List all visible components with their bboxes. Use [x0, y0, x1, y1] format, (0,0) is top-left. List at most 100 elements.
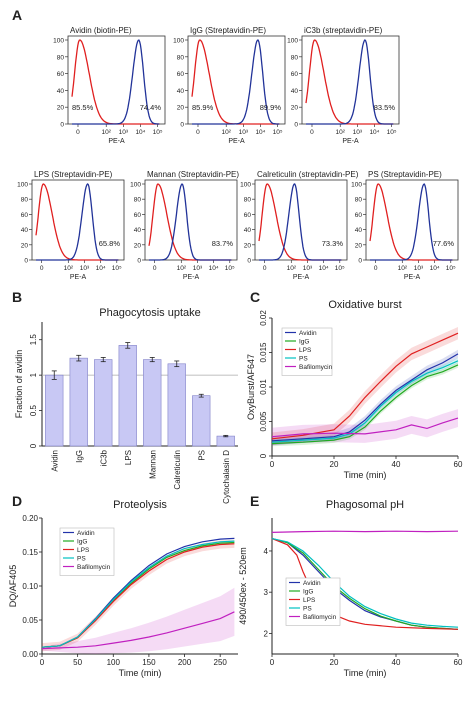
panel-label-d: D	[12, 493, 22, 509]
panel-label-a: A	[12, 7, 22, 23]
legend-entry-ps: PS	[303, 606, 312, 613]
x-tick-label: 40	[392, 658, 401, 667]
panel-d: Proteolysis 0 50 100 150 200 250 0.00 0.05 0.10 0.…	[8, 499, 238, 678]
stained-histogram	[192, 39, 280, 125]
legend-frame	[281, 327, 333, 376]
series-line-ps	[41, 540, 235, 648]
category-label: LPS	[124, 450, 133, 465]
y-axis-label: 490/450ex - 520em	[238, 547, 248, 625]
y-tick-label: 0	[24, 258, 28, 265]
x-axis-label: Time (min)	[344, 470, 387, 480]
error-band-bafilomycin	[42, 587, 235, 654]
chart-title: Phagocytosis uptake	[99, 307, 201, 319]
series-line-avidin	[271, 353, 459, 442]
category-label: IgG	[75, 450, 84, 463]
control-histogram	[148, 183, 232, 261]
y-tick-label: 0	[259, 453, 268, 458]
y-tick-label: 0	[60, 122, 64, 129]
y-tick-label: 0	[294, 122, 298, 129]
y-tick-label: 40	[57, 88, 65, 95]
legend-entry-lps: LPS	[77, 547, 90, 554]
bar-ps	[192, 395, 211, 447]
histogram-title: Calreticulin (streptavidin-PE)	[257, 170, 359, 179]
x-tick-label: 60	[454, 658, 463, 667]
y-tick-label: 20	[57, 105, 65, 112]
x-axis-label: PE-A	[293, 274, 310, 281]
gate-right-percent: 73.3%	[322, 239, 344, 248]
y-tick-label: 100	[17, 182, 28, 189]
y-tick-label: 100	[130, 182, 141, 189]
flow-histogram-7: PS (Streptavidin-PE) 0 20 40 60 80 100 0 10² 10³ 1…	[351, 170, 459, 281]
x-tick-label: 10³	[119, 129, 129, 136]
legend-entry-igg: IgG	[303, 589, 313, 596]
y-tick-label: 4	[264, 547, 269, 556]
stained-histogram	[72, 39, 160, 125]
x-tick-label: 10⁵	[225, 265, 235, 272]
y-tick-label: 40	[244, 227, 252, 234]
y-tick-label: 40	[21, 227, 29, 234]
flow-histogram-2: IgG (Streptavidin-PE) 0 20 40 60 80 100 0 10² 10³…	[173, 26, 286, 145]
x-tick-label: 0	[153, 265, 157, 272]
panel-e: Phagosomal pH 0 20 40 60 2 3 4 Time (min) 490/450…	[238, 499, 463, 678]
gate-left-percent: 85.5%	[72, 103, 94, 112]
x-tick-label: 10⁵	[335, 265, 345, 272]
panel-c: Oxidative burst 0 20 40 60 0 0.005 0.01 0.015 0.0…	[246, 299, 463, 480]
stained-histogram	[36, 183, 119, 261]
legend-entry-igg: IgG	[299, 339, 309, 346]
y-tick-label: 0	[180, 122, 184, 129]
y-tick-label: 100	[53, 38, 64, 45]
legend-entry-lps: LPS	[299, 347, 312, 354]
y-tick-label: 0.15	[22, 548, 38, 557]
x-tick-label: 10⁵	[387, 129, 397, 136]
y-tick-label: 20	[134, 242, 142, 249]
x-tick-label: 10³	[414, 265, 424, 272]
series-line-ps	[271, 538, 459, 628]
gate-right-percent: 65.8%	[99, 239, 121, 248]
x-tick-label: 10³	[353, 129, 363, 136]
bar-igg	[69, 357, 88, 447]
y-tick-label: 60	[355, 212, 363, 219]
x-tick-label: 10⁴	[319, 265, 329, 272]
category-label: Cytochalasin D	[222, 450, 231, 504]
gate-right-percent: 83.5%	[374, 103, 396, 112]
legend-entry-bafilomycin: Bafilomycin	[303, 614, 337, 621]
x-axis-label: PE-A	[183, 274, 200, 281]
gate-left-percent: 85.9%	[192, 103, 214, 112]
category-label: Calreticulin	[173, 450, 182, 490]
category-label: iC3b	[99, 449, 108, 466]
x-tick-label: 10⁵	[112, 265, 122, 272]
series-line-igg	[271, 364, 459, 445]
bar-cytochalasin-d	[216, 435, 235, 447]
x-tick-label: 10³	[239, 129, 249, 136]
flow-histogram-4: LPS (Streptavidin-PE) 0 20 40 60 80 100 0 10² 10³…	[17, 170, 125, 281]
y-tick-label: 0.10	[22, 582, 38, 591]
y-tick-label: 0	[29, 443, 38, 448]
x-tick-label: 100	[107, 658, 121, 667]
x-tick-label: 10²	[222, 129, 232, 136]
y-tick-label: 0.5	[29, 404, 38, 416]
x-axis-label: PE-A	[404, 274, 421, 281]
x-tick-label: 10³	[80, 265, 90, 272]
y-tick-label: 60	[291, 71, 299, 78]
x-axis-label: PE-A	[228, 138, 245, 145]
x-tick-label: 0	[40, 265, 44, 272]
x-tick-label: 40	[392, 460, 401, 469]
x-tick-label: 10²	[336, 129, 346, 136]
chart-title: Proteolysis	[113, 499, 167, 511]
chart-title: Oxidative burst	[328, 299, 401, 311]
y-tick-label: 20	[244, 242, 252, 249]
category-label: Mannan	[148, 450, 157, 479]
x-tick-label: 10³	[303, 265, 313, 272]
category-label: PS	[197, 450, 206, 461]
x-tick-label: 10²	[287, 265, 297, 272]
y-tick-label: 0.015	[259, 342, 268, 363]
panel-label-c: C	[250, 289, 260, 305]
x-tick-label: 10⁵	[273, 129, 283, 136]
stained-histogram	[259, 183, 342, 261]
x-axis-label: Time (min)	[119, 668, 162, 678]
y-tick-label: 60	[244, 212, 252, 219]
y-tick-label: 60	[57, 71, 65, 78]
y-axis-label: DQ/AF405	[8, 565, 18, 608]
